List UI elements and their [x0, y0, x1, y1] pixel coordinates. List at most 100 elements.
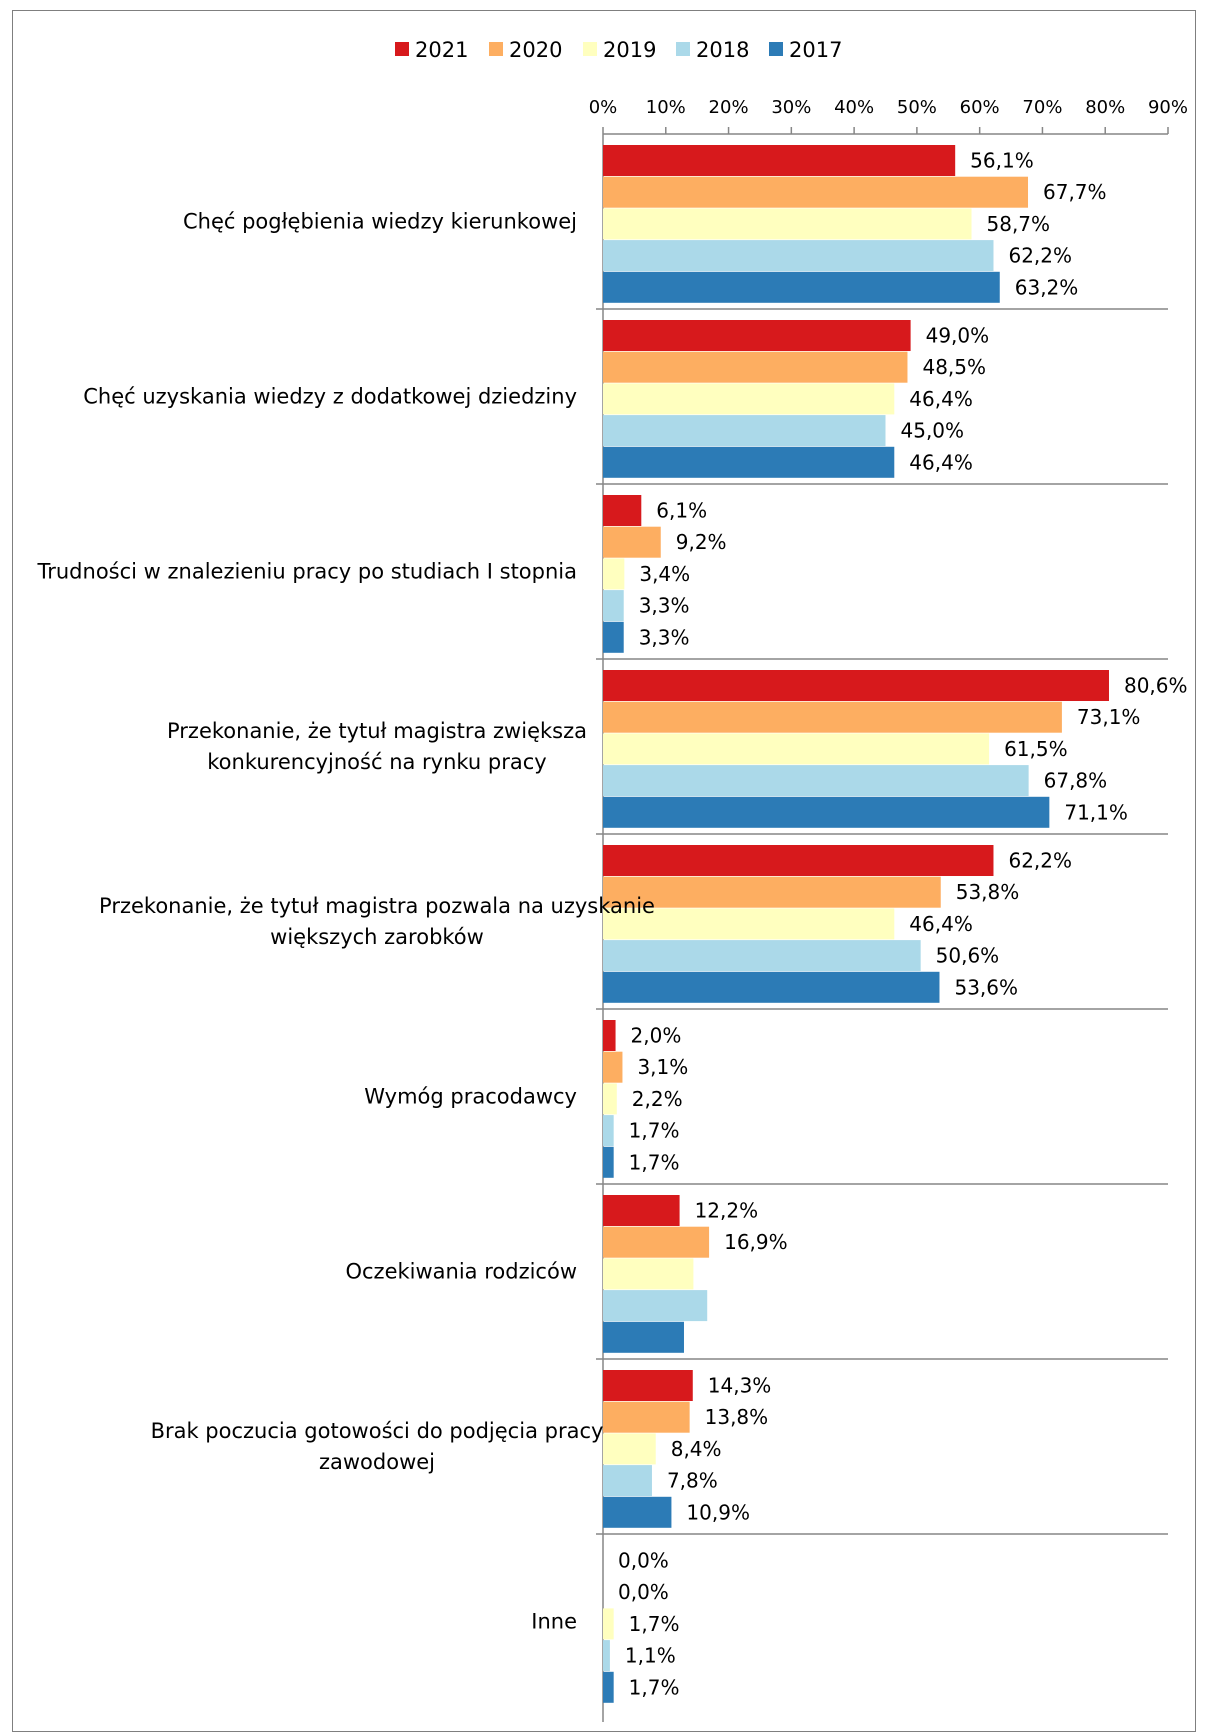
bar-2020	[603, 701, 1062, 733]
bar-2021	[603, 1370, 693, 1401]
bar-2021	[603, 670, 1109, 701]
category-label: konkurencyjność na rynku pracy	[207, 750, 546, 774]
value-label-2018: 7,8%	[667, 1469, 718, 1493]
value-label-2021: 62,2%	[1008, 849, 1072, 873]
value-label-2020: 3,1%	[637, 1055, 688, 1079]
bar-2020	[603, 526, 661, 558]
value-label-2019: 58,7%	[987, 212, 1051, 236]
value-label-2020: 48,5%	[922, 355, 986, 379]
legend-label-2021: 2021	[415, 38, 468, 62]
x-tick-label: 30%	[771, 97, 811, 118]
bar-2019	[603, 383, 895, 415]
value-label-2018: 45,0%	[901, 419, 965, 443]
bar-2020	[603, 176, 1029, 208]
bar-2018	[603, 240, 994, 272]
bar-2020	[603, 1051, 623, 1083]
value-label-2017: 10,9%	[686, 1500, 750, 1524]
x-tick-label: 10%	[646, 97, 686, 118]
bar-2021	[603, 145, 956, 176]
value-label-2021: 0,0%	[618, 1549, 669, 1573]
value-label-2017: 53,6%	[954, 975, 1018, 999]
category-label: Wymóg pracodawcy	[364, 1085, 577, 1109]
category-label: Chęć uzyskania wiedzy z dodatkowej dzied…	[83, 385, 577, 409]
bar-2019	[603, 1433, 656, 1465]
bar-2017	[603, 1671, 614, 1703]
x-tick-label: 80%	[1085, 97, 1125, 118]
x-tick-label: 20%	[709, 97, 749, 118]
bar-2021	[603, 1020, 616, 1051]
bar-2017	[603, 1321, 684, 1353]
bar-2019	[603, 1608, 614, 1640]
x-axis: 0% 10% 20% 30% 40% 50% 60% 70% 80% 90%	[589, 97, 1188, 1722]
category-labels: Chęć pogłębienia wiedzy kierunkowej Chęć …	[37, 210, 655, 1634]
legend-swatch-2019	[583, 42, 597, 56]
value-label-2020: 0,0%	[618, 1580, 669, 1604]
legend-swatch-2021	[395, 42, 409, 56]
x-tick-label: 40%	[834, 97, 874, 118]
value-label-2018: 50,6%	[936, 944, 1000, 968]
value-label-2017: 3,3%	[639, 625, 690, 649]
value-label-2020: 53,8%	[956, 880, 1020, 904]
bar-2017	[603, 621, 624, 653]
value-label-2021: 49,0%	[926, 324, 990, 348]
bar-2018	[603, 1465, 652, 1497]
value-label-2017: 71,1%	[1064, 800, 1128, 824]
bar-2017	[603, 1146, 614, 1178]
legend-swatch-2017	[769, 42, 783, 56]
bar-2021	[603, 845, 994, 876]
bar-2021	[603, 320, 911, 351]
bar-2021	[603, 1195, 680, 1226]
value-label-2021: 2,0%	[631, 1024, 682, 1048]
bar-2018	[603, 590, 624, 622]
bar-2018	[603, 1290, 708, 1322]
value-label-2018: 1,7%	[629, 1119, 680, 1143]
bar-2020	[603, 1226, 710, 1258]
value-label-2018: 3,3%	[639, 594, 690, 618]
bar-2018	[603, 1640, 610, 1672]
category-label: Przekonanie, że tytuł magistra pozwala n…	[99, 894, 655, 918]
legend-swatch-2020	[489, 42, 503, 56]
bar-2020	[603, 1401, 690, 1433]
x-tick-label: 90%	[1148, 97, 1188, 118]
value-label-2019: 46,4%	[909, 387, 973, 411]
legend-label-2018: 2018	[696, 38, 749, 62]
value-label-2021: 12,2%	[695, 1199, 759, 1223]
legend-swatch-2018	[676, 42, 690, 56]
bar-2019	[603, 733, 990, 765]
value-label-2017: 1,7%	[629, 1675, 680, 1699]
category-label: Trudności w znalezieniu pracy po studiac…	[37, 560, 578, 584]
bar-2019	[603, 558, 625, 590]
bar-2017	[603, 271, 1000, 303]
value-label-2018: 67,8%	[1044, 769, 1108, 793]
chart-frame	[12, 10, 1196, 1732]
bar-2018	[603, 940, 921, 972]
legend-label-2017: 2017	[789, 38, 842, 62]
bar-2018	[603, 415, 886, 447]
category-label: zawodowej	[319, 1450, 435, 1474]
bars	[603, 145, 1109, 1703]
category-label: większych zarobków	[270, 925, 484, 949]
value-label-2019: 46,4%	[909, 912, 973, 936]
bar-2018	[603, 765, 1029, 797]
value-labels: 56,1% 67,7% 58,7% 62,2% 63,2% 49,0% 48,5% 46,4%…	[618, 149, 1188, 1700]
value-label-2021: 80,6%	[1124, 674, 1188, 698]
x-tick-label: 0%	[589, 97, 618, 118]
category-label: Przekonanie, że tytuł magistra zwiększa	[167, 719, 587, 743]
value-label-2021: 6,1%	[656, 499, 707, 523]
bar-2017	[603, 796, 1050, 828]
legend-label-2020: 2020	[509, 38, 562, 62]
value-label-2019: 8,4%	[671, 1437, 722, 1461]
value-label-2019: 2,2%	[632, 1087, 683, 1111]
category-label: Inne	[531, 1610, 577, 1634]
bar-2018	[603, 1115, 614, 1147]
value-label-2017: 46,4%	[909, 450, 973, 474]
value-label-2020: 13,8%	[705, 1405, 769, 1429]
bar-2020	[603, 876, 941, 908]
value-label-2020: 67,7%	[1043, 180, 1107, 204]
value-label-2017: 1,7%	[629, 1150, 680, 1174]
bar-2020	[603, 351, 908, 383]
value-label-2017: 63,2%	[1015, 275, 1079, 299]
bar-2019	[603, 1258, 694, 1290]
bar-2017	[603, 446, 895, 478]
value-label-2020: 73,1%	[1077, 705, 1141, 729]
